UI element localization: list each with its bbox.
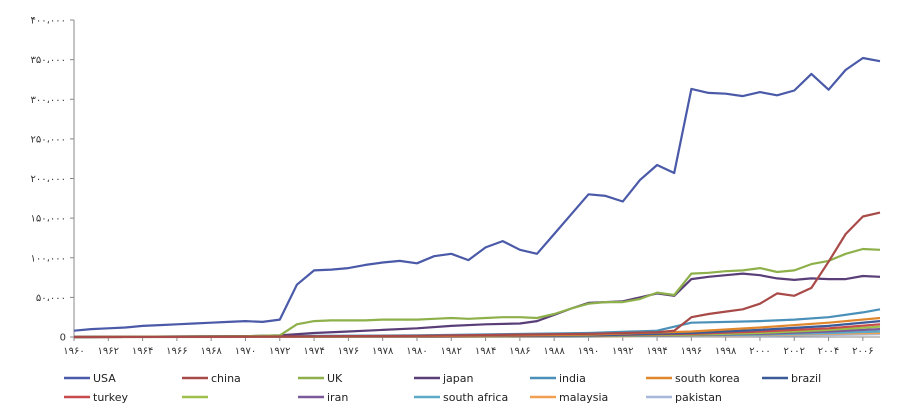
- y-tick-label: ۲۵۰،۰۰۰: [31, 134, 66, 145]
- legend-label: china: [211, 372, 241, 385]
- y-tick-label: 0: [60, 333, 66, 344]
- legend-label: iran: [327, 391, 348, 404]
- legend-item: UK: [298, 372, 343, 385]
- legend-label: USA: [93, 372, 116, 385]
- series-line-USA: [73, 56, 881, 332]
- legend-item: brazil: [762, 372, 821, 385]
- legend-item: iran: [298, 391, 348, 404]
- legend-label: india: [559, 372, 586, 385]
- legend-item: pakistan: [646, 391, 722, 404]
- y-tick-label: ۱۰۰،۰۰۰: [31, 253, 66, 264]
- legend-item: malaysia: [530, 391, 608, 404]
- x-tick-label: ۱۹۷۲: [269, 346, 290, 357]
- legend: USA china UK japan india south korea brazil tur…: [64, 372, 821, 404]
- y-tick-label: ۴۰۰،۰۰۰: [31, 16, 66, 27]
- x-tick-label: ۲۰۰۴: [818, 346, 839, 357]
- x-tick-label: ۱۹۶۸: [200, 346, 222, 357]
- x-tick-label: ۱۹۷۴: [303, 346, 324, 357]
- plot-area: [73, 20, 880, 338]
- x-tick-label: ۱۹۸۶: [509, 346, 530, 357]
- x-tick-label: ۱۹۹۸: [715, 346, 737, 357]
- legend-label: malaysia: [559, 391, 608, 404]
- x-tick-label: ۱۹۸۰: [406, 346, 427, 357]
- x-tick-label: ۲۰۰۶: [852, 346, 873, 357]
- y-tick-label: ۲۰۰،۰۰۰: [31, 174, 66, 185]
- x-tick-label: ۱۹۹۲: [612, 346, 633, 357]
- x-tick-label: ۱۹۶۲: [98, 346, 119, 357]
- series-line-china: [73, 211, 881, 339]
- x-tick-label: ۱۹۹۴: [646, 346, 667, 357]
- x-tick-label: ۱۹۸۲: [441, 346, 462, 357]
- legend-item: south africa: [414, 391, 508, 404]
- series-lines: [73, 56, 881, 339]
- y-axis-ticks: 0 ۵۰،۰۰۰ ۱۰۰،۰۰۰ ۱۵۰،۰۰۰ ۲۰۰،۰۰۰ ۲۵۰،۰۰۰ ۳۰۰،۰…: [31, 16, 74, 344]
- y-tick-label: ۵۰،۰۰۰: [36, 293, 66, 304]
- x-tick-label: ۱۹۸۴: [475, 346, 496, 357]
- x-tick-label: ۱۹۹۶: [681, 346, 702, 357]
- x-tick-label: ۱۹۶۰: [63, 346, 84, 357]
- x-tick-label: ۲۰۰۲: [784, 346, 805, 357]
- legend-label: south korea: [675, 372, 740, 385]
- legend-item: south korea: [646, 372, 740, 385]
- series-line-UK: [73, 247, 881, 339]
- x-tick-label: ۱۹۷۸: [372, 346, 394, 357]
- x-tick-label: ۱۹۶۴: [132, 346, 153, 357]
- legend-label: south africa: [443, 391, 508, 404]
- y-tick-label: ۱۵۰،۰۰۰: [31, 214, 66, 225]
- x-tick-label: ۱۹۷۶: [338, 346, 359, 357]
- legend-item: japan: [414, 372, 474, 385]
- y-tick-label: ۳۰۰،۰۰۰: [31, 95, 66, 106]
- x-tick-label: ۲۰۰۰: [749, 346, 770, 357]
- x-tick-label: ۱۹۷۰: [235, 346, 256, 357]
- legend-item: USA: [64, 372, 116, 385]
- y-tick-label: ۳۵۰،۰۰۰: [31, 55, 66, 66]
- legend-label: brazil: [791, 372, 821, 385]
- x-tick-label: ۱۹۸۸: [543, 346, 565, 357]
- legend-label: turkey: [93, 391, 129, 404]
- x-axis-ticks: ۱۹۶۰ ۱۹۶۲ ۱۹۶۴ ۱۹۶۶ ۱۹۶۸ ۱۹۷۰ ۱۹۷۲ ۱۹۷۴ ۱۹۷۶ ۱۹۷۸…: [63, 337, 874, 357]
- legend-item: india: [530, 372, 586, 385]
- x-tick-label: ۱۹۹۰: [578, 346, 599, 357]
- legend-label: japan: [442, 372, 474, 385]
- legend-item: china: [182, 372, 241, 385]
- legend-item: turkey: [64, 391, 129, 404]
- legend-label: pakistan: [675, 391, 722, 404]
- x-tick-label: ۱۹۶۶: [166, 346, 187, 357]
- legend-label: UK: [327, 372, 343, 385]
